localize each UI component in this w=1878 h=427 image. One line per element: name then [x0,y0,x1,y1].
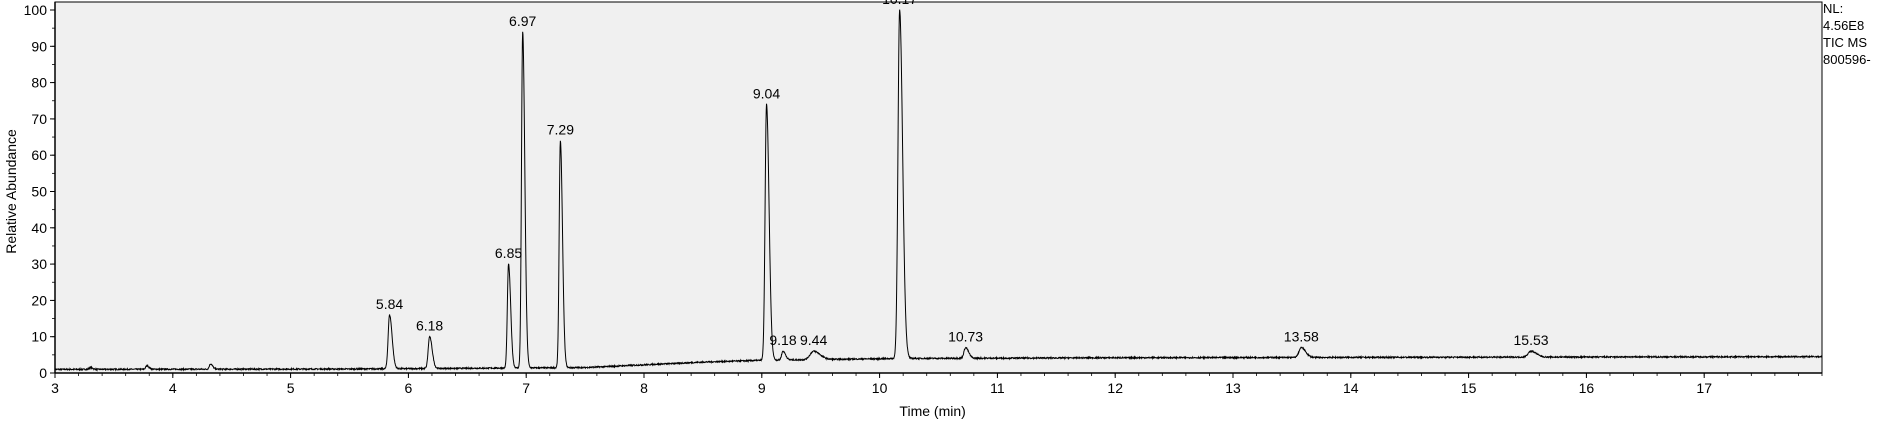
x-tick-label: 16 [1579,380,1595,396]
x-tick-label: 6 [405,380,413,396]
y-tick-label: 70 [31,111,47,127]
x-tick-label: 13 [1225,380,1241,396]
peak-label: 6.85 [495,245,522,261]
x-tick-label: 14 [1343,380,1359,396]
y-tick-label: 60 [31,147,47,163]
x-axis-label: Time (min) [899,403,965,419]
peak-label: 9.44 [800,332,827,348]
peak-label: 10.17 [882,0,917,7]
y-tick-label: 40 [31,220,47,236]
x-tick-label: 9 [758,380,766,396]
x-tick-label: 7 [522,380,530,396]
y-tick-label: 90 [31,38,47,54]
y-tick-label: 30 [31,256,47,272]
x-tick-label: 15 [1461,380,1477,396]
y-tick-label: 50 [31,184,47,200]
y-tick-label: 0 [39,365,47,381]
y-axis-label: Relative Abundance [3,129,19,254]
tic-trace [54,9,1823,372]
nl-label: NL: [1823,1,1844,16]
axes: 3 4 5 6 7 8 9 10 11 12 13 14 15 16 17 0 10 20 30 40 50 60 70 80… [24,2,1823,396]
peak-labels: 5.84 6.18 6.85 6.97 7.29 9.04 9.189.44 10.17 10.… [376,0,1549,348]
x-tick-label: 4 [169,380,177,396]
peak-label: 13.58 [1284,329,1319,345]
peak-label: 6.97 [509,13,536,29]
x-tick-label: 5 [287,380,295,396]
peak-label: 7.29 [547,122,574,138]
peak-label: 10.73 [948,329,983,345]
scan-type-label: TIC MS [1823,35,1868,50]
y-tick-label: 10 [31,329,47,345]
plot-area [54,1,1823,374]
x-tick-label: 8 [640,380,648,396]
peak-label: 9.18 [769,332,796,348]
x-tick-label: 11 [990,380,1005,396]
peak-label: 15.53 [1514,332,1549,348]
peak-label: 5.84 [376,296,403,312]
peak-label: 6.18 [416,318,443,334]
x-tick-label: 17 [1696,380,1712,396]
peak-label: 9.04 [753,85,780,101]
y-tick-label: 80 [31,75,47,91]
info-panel: NL: 4.56E8 TIC MS 800596- [1823,0,1878,80]
y-tick-label: 20 [31,292,47,308]
x-tick-label: 12 [1107,380,1123,396]
y-tick-label: 100 [24,2,48,18]
file-name-label: 800596- [1823,52,1871,67]
nl-value: 4.56E8 [1823,18,1865,33]
x-tick-label: 3 [51,380,59,396]
x-tick-label: 10 [872,380,888,396]
